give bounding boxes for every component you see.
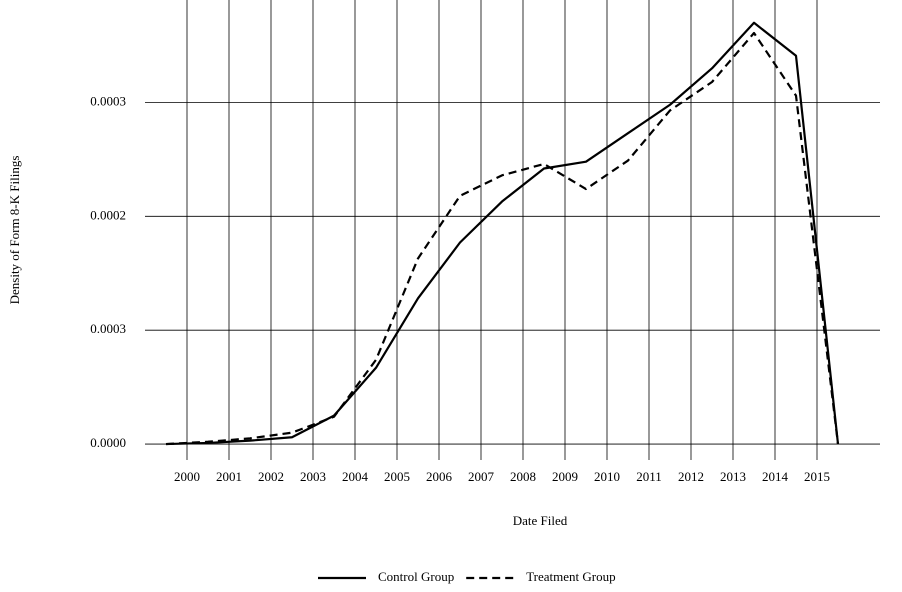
- y-tick-label: 0.0003: [90, 93, 126, 108]
- x-tick-label: 2002: [258, 469, 284, 484]
- x-tick-label: 2004: [342, 469, 369, 484]
- x-tick-label: 2012: [678, 469, 704, 484]
- legend-label: Control Group: [378, 569, 454, 584]
- x-tick-label: 2008: [510, 469, 536, 484]
- x-tick-label: 2001: [216, 469, 242, 484]
- x-tick-label: 2010: [594, 469, 620, 484]
- y-tick-label: 0.0003: [90, 321, 126, 336]
- x-tick-label: 2014: [762, 469, 789, 484]
- x-tick-label: 2013: [720, 469, 746, 484]
- y-axis-label: Density of Form 8-K Filings: [7, 156, 22, 305]
- x-axis-label: Date Filed: [513, 513, 568, 528]
- x-tick-label: 2003: [300, 469, 326, 484]
- line: [165, 21, 840, 446]
- x-tick-label: 2000: [174, 469, 200, 484]
- y-tick-label: 0.0002: [90, 207, 126, 222]
- x-tick-label: 2005: [384, 469, 410, 484]
- x-tick-label: 2009: [552, 469, 578, 484]
- x-tick-label: 2015: [804, 469, 830, 484]
- y-tick-label: 0.0000: [90, 435, 126, 450]
- legend-label: Treatment Group: [526, 569, 615, 584]
- x-tick-label: 2006: [426, 469, 453, 484]
- x-tick-label: 2011: [636, 469, 662, 484]
- line: [165, 31, 840, 446]
- x-tick-label: 2007: [468, 469, 495, 484]
